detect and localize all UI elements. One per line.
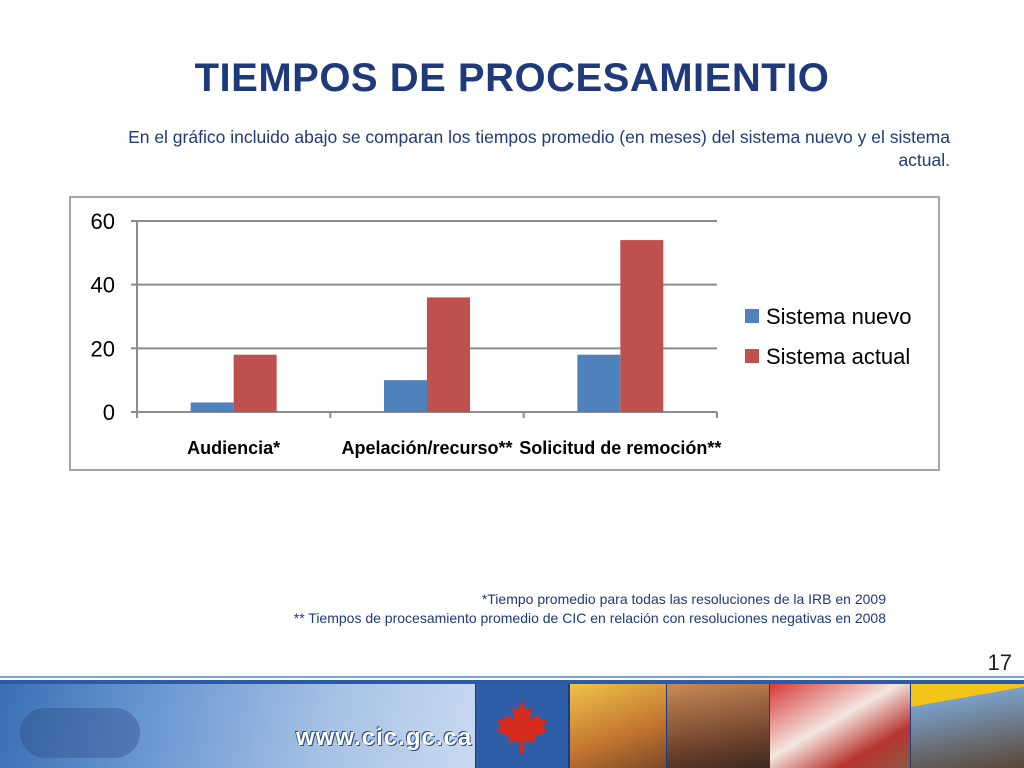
legend-swatch	[745, 309, 759, 323]
footnotes: *Tiempo promedio para todas las resoluci…	[120, 590, 886, 628]
canada-flag-tile	[476, 684, 568, 768]
website-url: www.cic.gc.ca	[296, 724, 473, 751]
page-title: TIEMPOS DE PROCESAMIENTIO	[194, 56, 830, 100]
footer-banner: www.cic.gc.ca	[0, 676, 1024, 768]
x-category-label: Apelación/recurso**	[341, 438, 512, 458]
footnote-1: *Tiempo promedio para todas las resoluci…	[481, 591, 886, 607]
worker-photo	[911, 684, 1024, 768]
legend-label: Sistema nuevo	[766, 304, 912, 329]
bar-sistema-actual	[620, 240, 664, 412]
woman-photo	[667, 684, 769, 768]
footnote-2: ** Tiempos de procesamiento promedio de …	[293, 610, 886, 626]
handshake-icon	[20, 708, 140, 758]
chart-frame: 0 20 40 60 Audiencia* Apelación/recurso** Soli…	[69, 196, 940, 471]
family-flag-photo	[770, 684, 910, 768]
y-tick-label: 60	[91, 209, 115, 234]
bar-sistema-nuevo	[190, 402, 234, 412]
legend-swatch	[745, 349, 759, 363]
y-tick-label: 20	[91, 336, 115, 361]
banner-stripes	[0, 676, 1024, 684]
legend-label: Sistema actual	[766, 344, 910, 369]
maple-leaf-icon	[496, 700, 548, 753]
x-category-label: Solicitud de remoción**	[519, 438, 721, 458]
y-tick-label: 40	[91, 273, 115, 298]
handshake-photo: www.cic.gc.ca	[0, 684, 475, 768]
bar-sistema-actual	[427, 297, 470, 412]
bar-sistema-nuevo	[577, 354, 621, 412]
x-category-label: Audiencia*	[187, 438, 280, 458]
bar-sistema-actual	[233, 354, 277, 412]
bar-sistema-nuevo	[384, 380, 427, 412]
y-tick-label: 0	[103, 400, 115, 425]
children-photo	[570, 684, 666, 768]
page-subtitle: En el gráfico incluido abajo se comparan…	[128, 127, 950, 170]
page-number: 17	[987, 650, 1012, 675]
bar-chart: 0 20 40 60 Audiencia* Apelación/recurso** Soli…	[91, 209, 912, 458]
